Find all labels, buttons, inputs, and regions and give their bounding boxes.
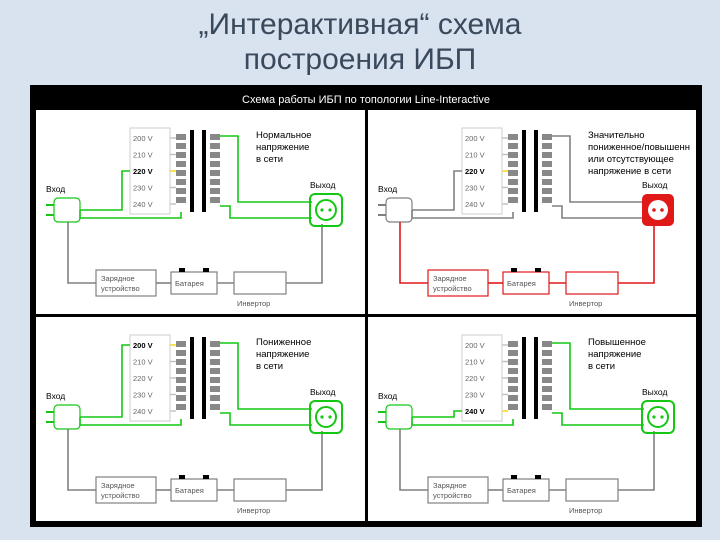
svg-text:Инвертор: Инвертор xyxy=(569,506,602,515)
svg-text:230 V: 230 V xyxy=(465,184,485,193)
svg-text:Выход: Выход xyxy=(310,387,335,397)
svg-text:240 V: 240 V xyxy=(465,200,485,209)
svg-text:устройство: устройство xyxy=(101,284,140,293)
svg-text:устройство: устройство xyxy=(433,284,472,293)
svg-text:в сети: в сети xyxy=(256,154,283,165)
svg-text:220 V: 220 V xyxy=(465,374,485,383)
svg-text:240 V: 240 V xyxy=(133,200,153,209)
svg-text:Зарядное: Зарядное xyxy=(433,481,467,490)
svg-text:в сети: в сети xyxy=(588,361,615,372)
svg-text:напряжение: напряжение xyxy=(588,349,641,360)
diagram-panel: 200 V 210 V 220 V 230 V 240 V Вход Зарядноеуст… xyxy=(368,110,697,314)
svg-text:устройство: устройство xyxy=(101,491,140,500)
svg-text:Батарея: Батарея xyxy=(507,279,536,288)
svg-text:Зарядное: Зарядное xyxy=(101,481,135,490)
svg-text:Батарея: Батарея xyxy=(175,486,204,495)
svg-text:или отсутствующее: или отсутствующее xyxy=(588,154,674,165)
svg-text:в сети: в сети xyxy=(256,361,283,372)
svg-text:Выход: Выход xyxy=(642,180,667,190)
svg-text:210 V: 210 V xyxy=(133,151,153,160)
svg-text:200 V: 200 V xyxy=(465,341,485,350)
svg-text:Зарядное: Зарядное xyxy=(101,274,135,283)
svg-text:Значительно: Значительно xyxy=(588,130,645,141)
svg-text:Вход: Вход xyxy=(46,391,65,401)
svg-text:220 V: 220 V xyxy=(133,167,153,176)
svg-text:пониженное/повышенное: пониженное/повышенное xyxy=(588,142,690,153)
svg-text:Вход: Вход xyxy=(46,184,65,194)
svg-text:Инвертор: Инвертор xyxy=(237,506,270,515)
svg-text:напряжение в сети: напряжение в сети xyxy=(588,166,671,177)
svg-text:200 V: 200 V xyxy=(133,134,153,143)
diagram-panel: 200 V 210 V 220 V 230 V 240 V Вход Зарядноеуст… xyxy=(36,110,365,314)
diagram-banner: Схема работы ИБП по топологии Line-Inter… xyxy=(36,91,696,110)
svg-text:220 V: 220 V xyxy=(465,167,485,176)
svg-text:устройство: устройство xyxy=(433,491,472,500)
svg-text:Батарея: Батарея xyxy=(175,279,204,288)
svg-text:210 V: 210 V xyxy=(133,358,153,367)
svg-text:Вход: Вход xyxy=(378,184,397,194)
svg-text:220 V: 220 V xyxy=(133,374,153,383)
svg-text:210 V: 210 V xyxy=(465,151,485,160)
svg-text:напряжение: напряжение xyxy=(256,142,309,153)
svg-text:Батарея: Батарея xyxy=(507,486,536,495)
diagram-frame: Схема работы ИБП по топологии Line-Inter… xyxy=(30,85,702,527)
svg-text:Зарядное: Зарядное xyxy=(433,274,467,283)
svg-text:200 V: 200 V xyxy=(465,134,485,143)
svg-text:Выход: Выход xyxy=(310,180,335,190)
title-line-2: построения ИБП xyxy=(244,43,476,76)
slide-title: „Интерактивная“ схема построения ИБП xyxy=(30,8,690,77)
svg-text:Нормальное: Нормальное xyxy=(256,130,312,141)
svg-text:Повышенное: Повышенное xyxy=(588,337,646,348)
svg-text:Вход: Вход xyxy=(378,391,397,401)
svg-text:230 V: 230 V xyxy=(133,184,153,193)
diagram-grid: 200 V210 V220 V230 V240 VВходЗарядноеуст… xyxy=(36,110,696,521)
svg-text:230 V: 230 V xyxy=(133,391,153,400)
title-line-1: „Интерактивная“ схема xyxy=(199,8,522,41)
svg-text:Пониженное: Пониженное xyxy=(256,337,311,348)
svg-text:240 V: 240 V xyxy=(133,407,153,416)
svg-text:напряжение: напряжение xyxy=(256,349,309,360)
diagram-panel: 200 V 210 V 220 V 230 V 240 V Вход Зарядноеуст… xyxy=(368,317,697,521)
svg-text:Инвертор: Инвертор xyxy=(237,299,270,308)
svg-text:Инвертор: Инвертор xyxy=(569,299,602,308)
svg-text:200 V: 200 V xyxy=(133,341,153,350)
svg-text:210 V: 210 V xyxy=(465,358,485,367)
svg-text:Выход: Выход xyxy=(642,387,667,397)
svg-text:230 V: 230 V xyxy=(465,391,485,400)
svg-text:240 V: 240 V xyxy=(465,407,485,416)
diagram-panel: 200 V 210 V 220 V 230 V 240 V Вход Зарядноеуст… xyxy=(36,317,365,521)
